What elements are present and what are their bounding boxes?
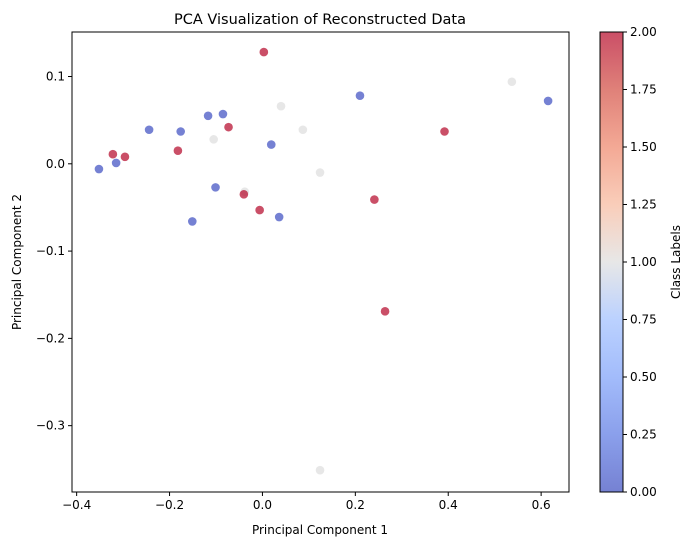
scatter-point — [440, 127, 449, 136]
scatter-point — [94, 164, 104, 174]
x-tick-label: 0.6 — [532, 498, 551, 512]
scatter-point — [255, 205, 264, 215]
colorbar-tick-label: 1.75 — [630, 83, 657, 97]
scatter-point — [355, 91, 365, 101]
scatter-point — [111, 158, 121, 168]
colorbar-tick-label: 1.00 — [630, 255, 657, 269]
scatter-point — [211, 183, 220, 192]
scatter-point — [120, 152, 130, 162]
scatter-points — [94, 47, 553, 475]
scatter-point — [259, 47, 269, 57]
x-axis-ticks: −0.4 −0.2 0.0 0.2 0.4 0.6 — [62, 492, 551, 512]
scatter-point — [144, 125, 154, 135]
colorbar-tick-label: 0.50 — [630, 370, 657, 384]
scatter-point — [370, 195, 379, 204]
scatter-point — [239, 190, 249, 199]
scatter-point — [176, 127, 185, 136]
colorbar-tick-label: 0.25 — [630, 428, 657, 442]
x-tick-label: 0.0 — [253, 498, 272, 512]
scatter-point — [315, 168, 325, 177]
x-tick-label: 0.4 — [439, 498, 458, 512]
x-axis-label: Principal Component 1 — [252, 523, 388, 537]
y-axis-ticks: 0.1 0.0 −0.1 −0.2 −0.3 — [36, 70, 72, 433]
scatter-point — [188, 217, 197, 226]
y-tick-label: −0.1 — [36, 244, 65, 258]
scatter-point — [173, 146, 183, 156]
colorbar-tick-label: 1.50 — [630, 140, 657, 154]
scatter-point — [224, 122, 233, 132]
y-axis-label: Principal Component 2 — [10, 194, 24, 330]
y-tick-label: −0.3 — [36, 419, 65, 433]
scatter-point — [380, 307, 390, 316]
plot-area-frame — [71, 31, 570, 493]
scatter-point — [108, 149, 118, 159]
x-tick-label: −0.2 — [155, 498, 184, 512]
x-tick-label: 0.2 — [346, 498, 365, 512]
scatter-point — [218, 109, 228, 119]
y-tick-label: 0.0 — [46, 157, 65, 171]
colorbar-tick-label: 1.25 — [630, 198, 657, 212]
colorbar-tick-label: 2.00 — [630, 25, 657, 39]
colorbar — [599, 31, 624, 493]
scatter-point — [315, 465, 325, 475]
x-tick-label: −0.4 — [62, 498, 91, 512]
colorbar-tick-label: 0.00 — [630, 485, 657, 499]
colorbar-ticks: 0.00 0.25 0.50 0.75 1.00 1.25 1.50 1.75 2.00 — [623, 25, 657, 499]
chart-title: PCA Visualization of Reconstructed Data — [174, 12, 466, 28]
scatter-point — [298, 125, 308, 135]
scatter-point — [543, 96, 553, 106]
scatter-point — [276, 101, 286, 111]
colorbar-label: Class Labels — [669, 225, 683, 299]
scatter-point — [209, 135, 218, 144]
colorbar-tick-label: 0.75 — [630, 313, 657, 327]
y-tick-label: −0.2 — [36, 331, 65, 345]
scatter-point — [203, 111, 213, 121]
scatter-point — [266, 140, 276, 149]
scatter-point — [507, 77, 517, 87]
y-tick-label: 0.1 — [46, 70, 65, 84]
scatter-point — [274, 212, 284, 222]
